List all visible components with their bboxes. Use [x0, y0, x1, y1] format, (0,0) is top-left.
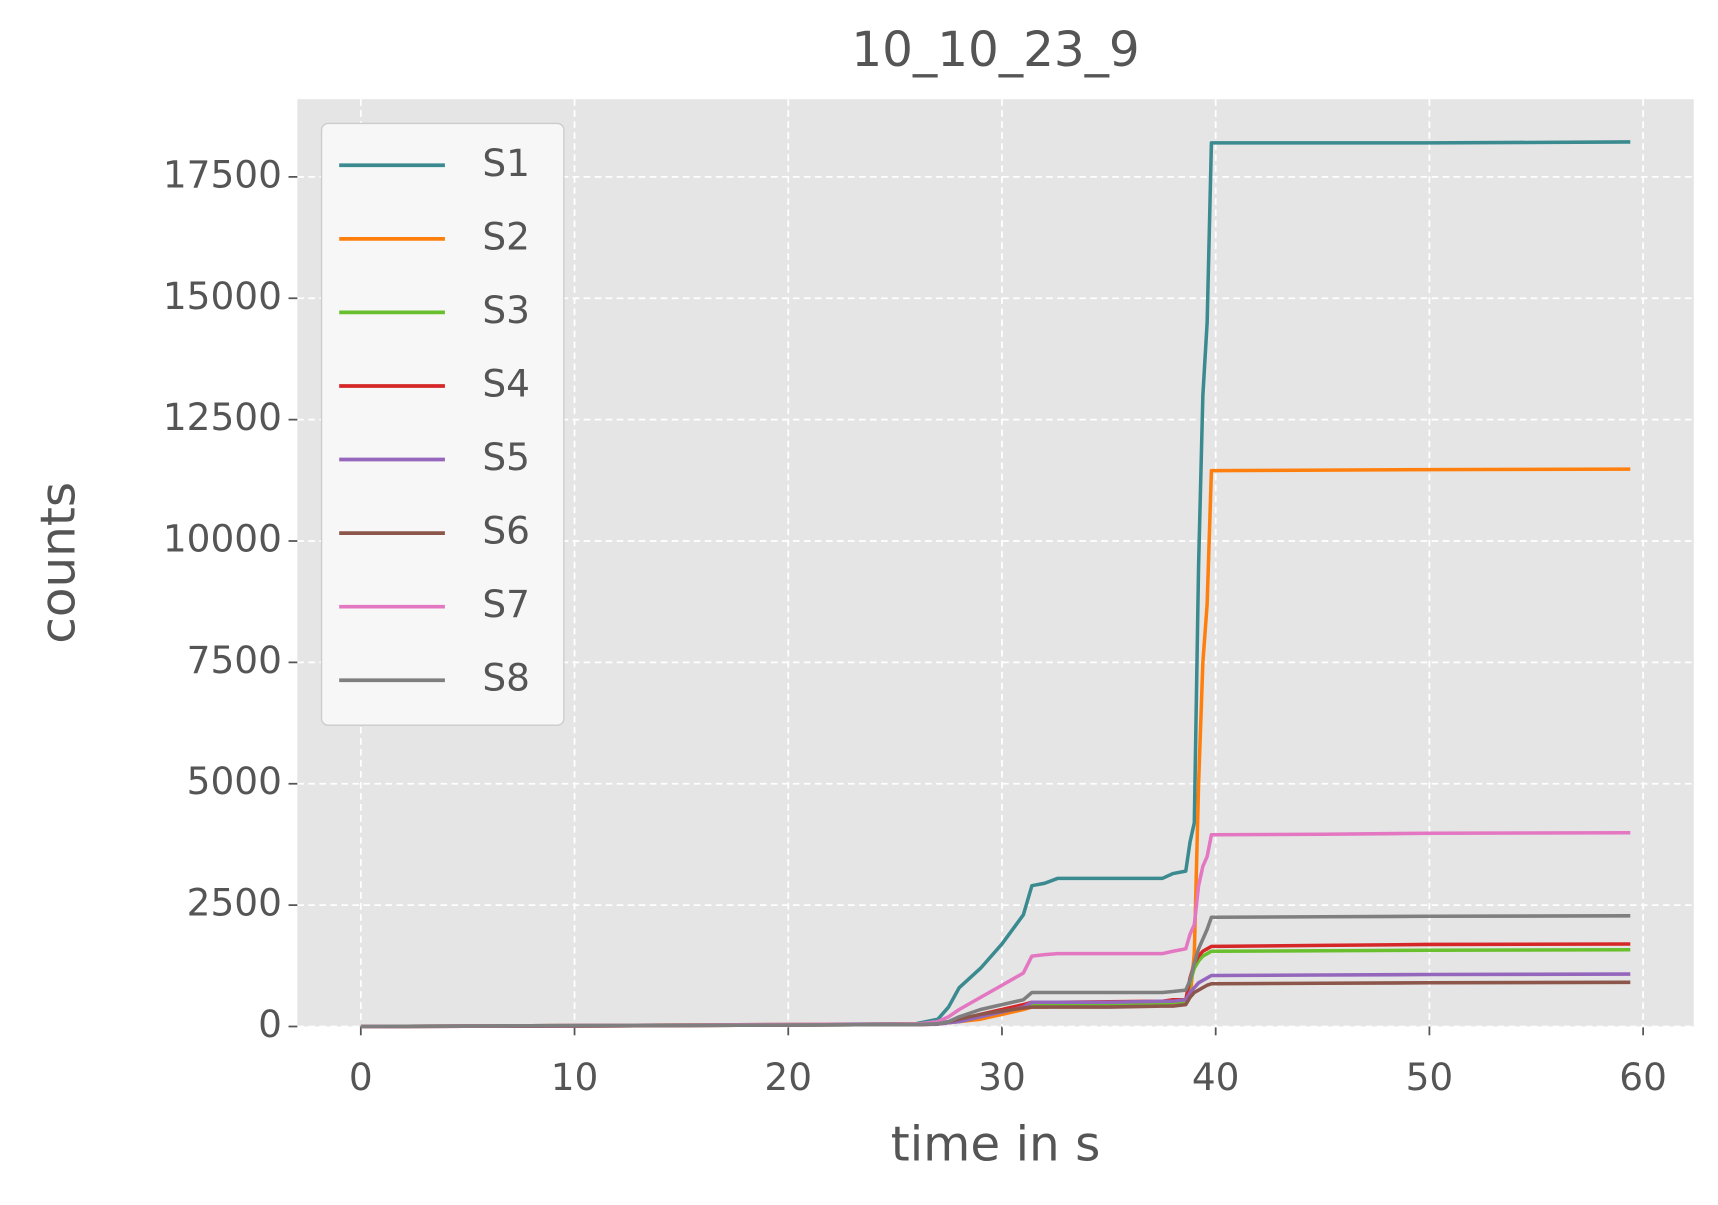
legend-label: S1 — [482, 141, 530, 185]
y-tick-label: 15000 — [163, 274, 282, 318]
y-tick-label: 12500 — [163, 395, 282, 439]
x-tick-label: 50 — [1406, 1055, 1454, 1099]
x-tick-label: 30 — [978, 1055, 1026, 1099]
y-tick-label: 5000 — [187, 759, 282, 803]
legend-label: S7 — [482, 582, 530, 626]
x-tick-label: 20 — [764, 1055, 812, 1099]
legend-label: S5 — [482, 435, 530, 479]
legend-label: S2 — [482, 214, 530, 258]
y-tick-label: 7500 — [187, 638, 282, 682]
y-axis-label: counts — [31, 482, 87, 644]
legend-box — [320, 122, 565, 726]
legend: S1 S2 S3 S4 S5 S6 S7 S8 — [320, 122, 565, 726]
legend-label: S8 — [482, 656, 530, 700]
legend-label: S4 — [482, 361, 530, 405]
legend-label: S3 — [482, 288, 530, 332]
x-tick-label: 40 — [1192, 1055, 1240, 1099]
chart-title: 10_10_23_9 — [851, 22, 1139, 78]
x-tick-label: 60 — [1619, 1055, 1667, 1099]
data-line — [360, 140, 1631, 1029]
legend-label: S6 — [482, 509, 530, 553]
y-tick-label: 0 — [258, 1002, 282, 1046]
x-axis-label: time in s — [891, 1117, 1101, 1173]
y-tick-label: 17500 — [163, 152, 282, 196]
x-tick-label: 10 — [551, 1055, 599, 1099]
data-line — [360, 914, 1631, 1029]
y-tick-label: 10000 — [163, 517, 282, 561]
data-line — [360, 831, 1631, 1029]
x-tick-label: 0 — [349, 1055, 373, 1099]
y-tick-label: 2500 — [187, 881, 282, 925]
